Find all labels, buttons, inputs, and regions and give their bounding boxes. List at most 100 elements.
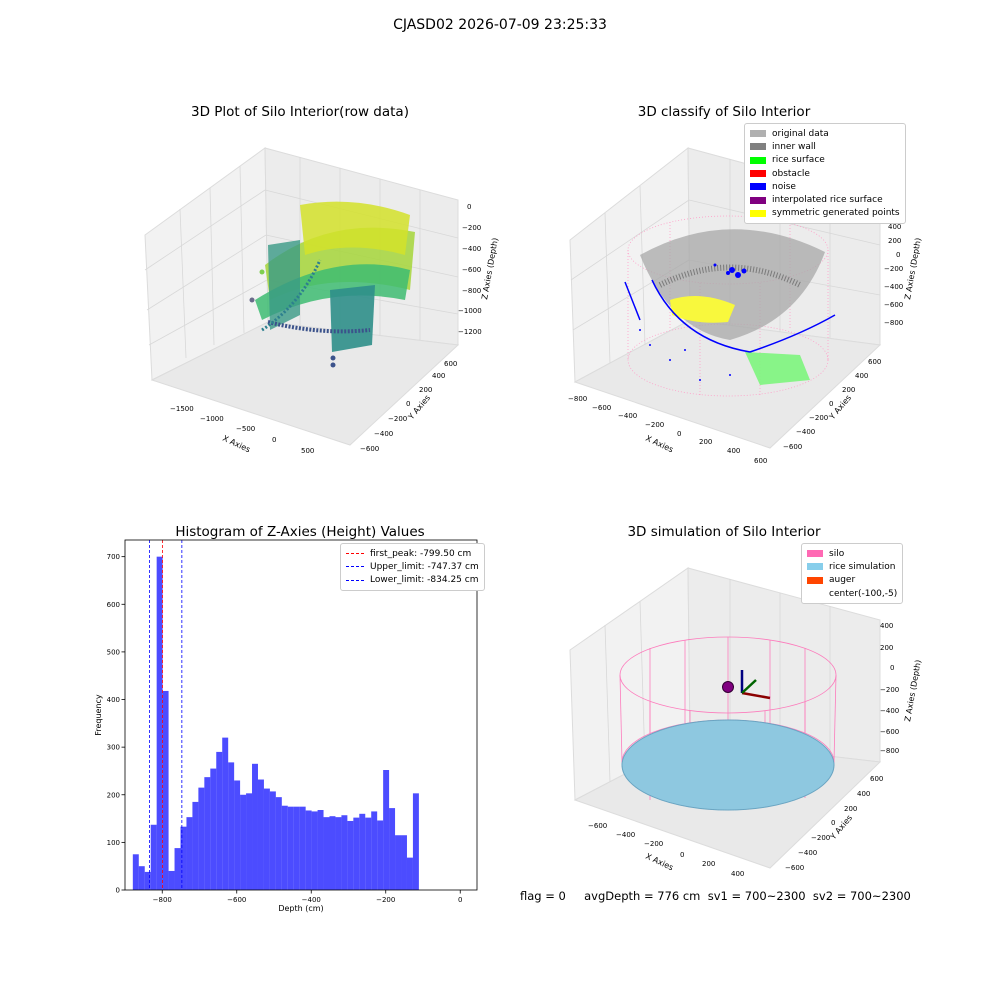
classify-ytick: 400 (855, 372, 868, 380)
legend-item: silo (807, 547, 897, 560)
classify-3d-plot[interactable]: 400 200 0 −200 −400 −600 −800 Z Axies (D… (500, 0, 1000, 500)
histogram-frame (124, 539, 478, 891)
legend-swatch (750, 183, 766, 191)
histogram-bar (222, 737, 229, 890)
classify-ytick: 600 (868, 358, 881, 366)
simulation-xtick: 0 (680, 851, 684, 859)
histogram-bar (198, 787, 205, 890)
simulation-ztick: −200 (880, 686, 899, 694)
legend-line (346, 579, 364, 581)
histogram-bar (412, 793, 419, 890)
histogram-xtick-label: −400 (302, 896, 321, 904)
histogram-bar (311, 811, 318, 890)
histogram-bar (335, 817, 342, 890)
legend-swatch (807, 576, 823, 584)
raw-ytick: −600 (360, 445, 379, 453)
simulation-ztick: −400 (880, 707, 899, 715)
simulation-ytick: −600 (785, 864, 804, 872)
histogram-title: Histogram of Z-Axies (Height) Values (175, 524, 425, 540)
legend-label: noise (772, 181, 796, 192)
raw-ytick: 600 (444, 360, 457, 368)
histogram-xtick-label: −600 (227, 896, 246, 904)
raw-ztick: −600 (462, 266, 481, 274)
histogram-bar (186, 817, 193, 890)
histogram-bar (341, 815, 348, 890)
histogram-bar (162, 690, 169, 890)
simulation-ztick: 200 (880, 644, 893, 652)
raw-zlabel: Z Axies (Depth) (480, 237, 500, 300)
legend-item: inner wall (750, 140, 900, 153)
raw-xtick: −1000 (200, 415, 224, 423)
raw-xtick: 0 (272, 436, 276, 444)
histogram-bar (406, 857, 413, 890)
histogram-bar (287, 806, 294, 890)
classify-xtick: −800 (568, 395, 587, 403)
histogram-bar (240, 794, 247, 890)
legend-item: noise (750, 180, 900, 193)
histogram-xlabel: Depth (cm) (278, 904, 323, 913)
simulation-ytick: 400 (857, 790, 870, 798)
legend-swatch (807, 550, 823, 558)
histogram-bar (353, 817, 360, 890)
histogram-xtick-label: −200 (376, 896, 395, 904)
legend-label: rice surface (772, 155, 825, 166)
histogram-bar (293, 806, 300, 890)
histogram-bar (234, 780, 241, 890)
legend-label: original data (772, 128, 829, 139)
simulation-legend: silo rice simulation auger center(-100,-… (801, 543, 904, 605)
legend-label: Upper_limit: -747.37 cm (370, 561, 479, 572)
raw-xlabel: X Axies (221, 434, 252, 455)
classify-xtick: −600 (592, 404, 611, 412)
simulation-ytick: 200 (844, 805, 857, 813)
histogram-bar (228, 762, 235, 890)
histogram-bar (347, 820, 354, 890)
histogram-bar (216, 751, 223, 890)
simulation-ztick: 0 (890, 664, 894, 672)
histogram-bar (168, 870, 175, 890)
raw-xtick: −1500 (170, 405, 194, 413)
legend-item: first_peak: -799.50 cm (346, 547, 479, 560)
simulation-plot-title: 3D simulation of Silo Interior (627, 524, 821, 540)
histogram-bar (329, 816, 336, 890)
classify-ytick: 0 (829, 400, 833, 408)
histogram-chart[interactable]: −800 −600 −400 −200 0 0 100 200 300 400 500 600 700… (0, 500, 500, 920)
simulation-ytick: −200 (811, 834, 830, 842)
histogram-ytick-label: 700 (107, 553, 120, 561)
legend-label: rice simulation (829, 561, 896, 572)
simulation-ytick: 0 (831, 819, 835, 827)
histogram-bar (150, 824, 157, 890)
simulation-xtick: 400 (731, 870, 744, 878)
histogram-xtick-label: −800 (153, 896, 172, 904)
histogram-bar (275, 797, 282, 890)
legend-swatch (750, 209, 766, 217)
classify-ztick: 400 (888, 223, 901, 231)
raw-3d-plot[interactable]: 0 −200 −400 −600 −800 −1000 −1200 Z Axie… (0, 0, 500, 500)
histogram-ytick-label: 300 (107, 744, 120, 752)
histogram-bar (192, 801, 199, 890)
histogram-legend: first_peak: -799.50 cm Upper_limit: -747… (340, 543, 485, 591)
legend-label: inner wall (772, 141, 816, 152)
legend-label: auger (829, 575, 856, 586)
legend-item: interpolated rice surface (750, 193, 900, 206)
raw-ytick: −200 (388, 415, 407, 423)
classify-ytick: −200 (809, 414, 828, 422)
histogram-bar (299, 806, 306, 890)
legend-item: original data (750, 127, 900, 140)
simulation-3d-plot[interactable]: 400 200 0 −200 −400 −600 −800 Z Axies (D… (500, 500, 1000, 900)
histogram-bar (371, 811, 378, 890)
classify-ztick: −400 (884, 283, 903, 291)
histogram-bar (204, 777, 211, 890)
simulation-ylabel: Y Axies (828, 813, 854, 842)
simulation-xtick: −200 (644, 840, 663, 848)
raw-xtick: −500 (236, 425, 255, 433)
legend-item: Lower_limit: -834.25 cm (346, 574, 479, 587)
histogram-ytick-label: 0 (116, 887, 120, 895)
classify-ztick: −200 (884, 265, 903, 273)
histogram-ytick-label: 400 (107, 696, 120, 704)
legend-item: auger (807, 574, 897, 587)
legend-label: symmetric generated points (772, 208, 900, 219)
histogram-bar (359, 813, 366, 890)
classify-xlabel: X Axies (644, 434, 675, 455)
classify-xtick: 600 (754, 457, 767, 465)
histogram-bar (210, 768, 217, 890)
